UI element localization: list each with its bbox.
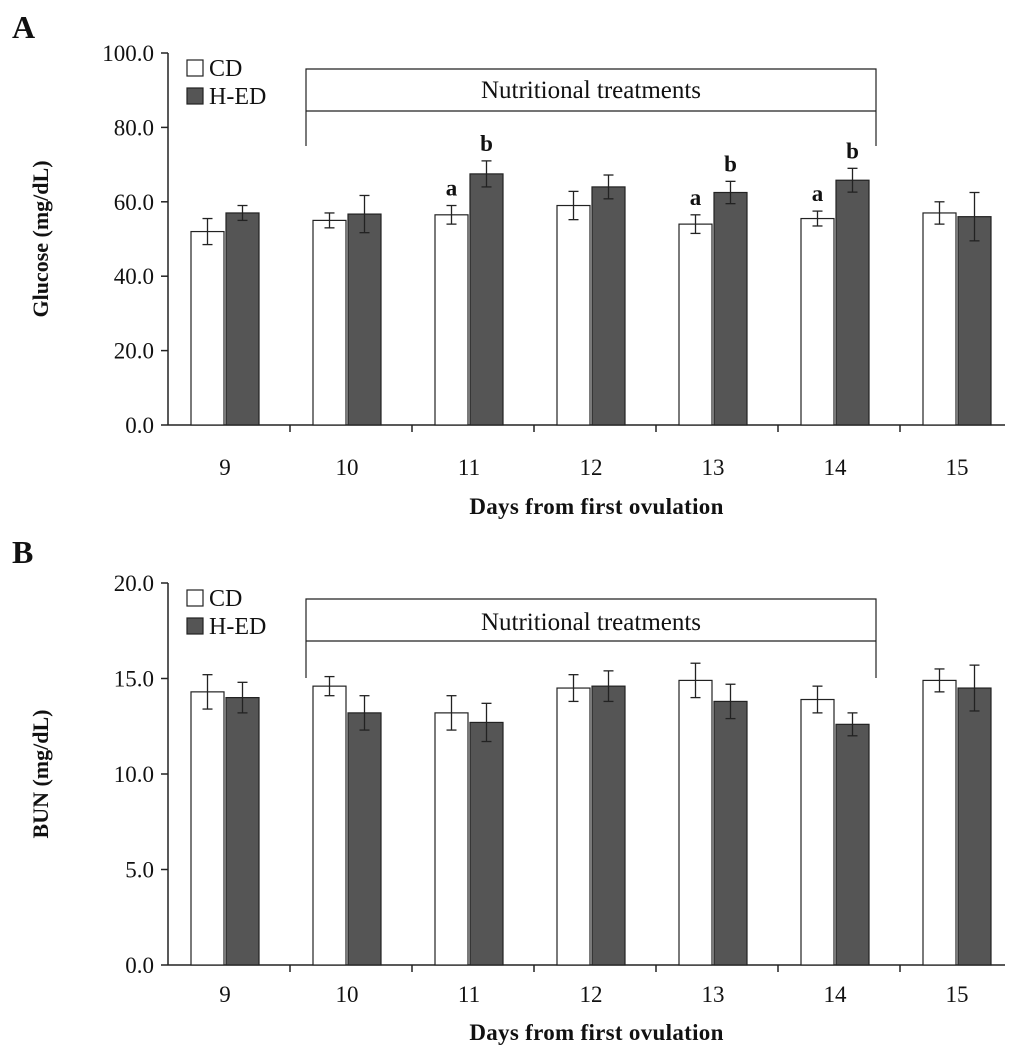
bar-hed — [957, 216, 992, 426]
legend-label-hed: H-ED — [209, 84, 266, 110]
x-tick-label: 13 — [702, 982, 725, 1007]
bar-hed — [591, 685, 626, 966]
legend-swatch-hed — [186, 87, 204, 105]
x-tick-label: 9 — [219, 455, 231, 480]
bar-cd — [556, 687, 591, 966]
legend-swatch-hed — [186, 617, 204, 635]
x-axis-label: Days from first ovulation — [469, 494, 723, 519]
bar-hed — [225, 696, 260, 966]
y-tick-label: 40.0 — [114, 264, 154, 289]
bar-cd — [434, 712, 469, 966]
bar-hed — [347, 213, 382, 426]
panel-letter: A — [12, 9, 35, 45]
bar-hed — [591, 186, 626, 426]
bar-cd — [556, 204, 591, 426]
legend-swatch-cd — [186, 59, 204, 77]
panel-letter: B — [12, 534, 33, 570]
bar-cd — [678, 223, 713, 426]
bar-hed — [469, 721, 504, 966]
x-tick-label: 11 — [458, 982, 480, 1007]
x-tick-label: 15 — [946, 982, 969, 1007]
x-tick-label: 10 — [336, 982, 359, 1007]
y-tick-label: 80.0 — [114, 115, 154, 140]
y-tick-label: 20.0 — [114, 571, 154, 596]
bar-hed — [835, 179, 870, 426]
bar-hed — [347, 712, 382, 966]
y-axis-label: Glucose (mg/dL) — [28, 160, 53, 317]
bar-cd — [800, 698, 835, 966]
legend-swatch-cd — [186, 589, 204, 607]
x-tick-label: 11 — [458, 455, 480, 480]
y-tick-label: 60.0 — [114, 190, 154, 215]
x-axis-label: Days from first ovulation — [469, 1020, 723, 1045]
y-tick-label: 100.0 — [102, 41, 154, 66]
bar-hed — [713, 191, 748, 426]
y-tick-label: 15.0 — [114, 667, 154, 692]
treatment-bracket-top — [305, 68, 877, 146]
y-tick-label: 0.0 — [125, 413, 154, 438]
x-tick-label: 9 — [219, 982, 231, 1007]
y-tick-label: 10.0 — [114, 762, 154, 787]
x-tick-label: 13 — [702, 455, 725, 480]
x-tick-label: 12 — [580, 455, 603, 480]
bar-cd — [800, 217, 835, 426]
significance-label: b — [724, 151, 737, 176]
x-tick-label: 14 — [824, 455, 848, 480]
significance-label: b — [846, 138, 859, 163]
significance-label: b — [480, 131, 493, 156]
y-axis-label: BUN (mg/dL) — [28, 710, 53, 839]
y-tick-label: 0.0 — [125, 953, 154, 978]
y-tick-label: 20.0 — [114, 339, 154, 364]
significance-label: a — [812, 181, 824, 206]
bar-cd — [190, 691, 225, 966]
bar-cd — [922, 679, 957, 966]
x-tick-label: 15 — [946, 455, 969, 480]
bar-cd — [312, 685, 347, 966]
significance-label: a — [690, 185, 702, 210]
x-tick-label: 10 — [336, 455, 359, 480]
bar-cd — [312, 219, 347, 426]
bar-hed — [469, 173, 504, 426]
bar-hed — [713, 700, 748, 966]
legend-label-cd: CD — [209, 586, 242, 612]
treatment-bracket-label: Nutritional treatments — [481, 609, 701, 636]
y-tick-label: 5.0 — [125, 858, 154, 883]
bar-cd — [434, 214, 469, 426]
treatment-bracket-top — [305, 598, 877, 678]
significance-label: a — [446, 176, 458, 201]
legend-label-cd: CD — [209, 56, 242, 82]
x-tick-label: 14 — [824, 982, 848, 1007]
bar-cd — [678, 679, 713, 966]
x-tick-label: 12 — [580, 982, 603, 1007]
legend-label-hed: H-ED — [209, 614, 266, 640]
bar-hed — [225, 212, 260, 426]
bar-hed — [957, 687, 992, 966]
bar-cd — [190, 230, 225, 426]
bar-hed — [835, 723, 870, 966]
treatment-bracket-label: Nutritional treatments — [481, 77, 701, 104]
bar-cd — [922, 212, 957, 426]
